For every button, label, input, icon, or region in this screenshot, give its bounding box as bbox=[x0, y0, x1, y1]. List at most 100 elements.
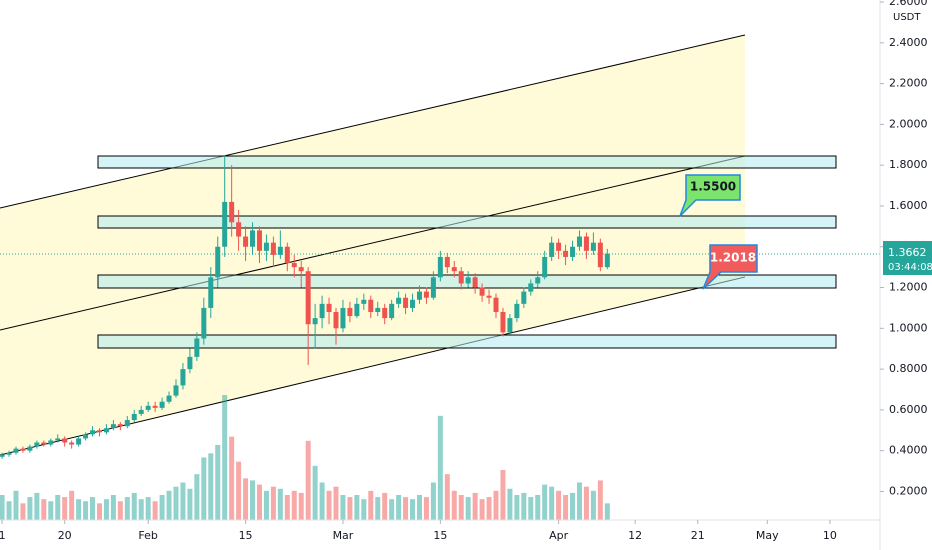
candle-body bbox=[416, 291, 422, 300]
candle-body bbox=[229, 201, 235, 223]
callout-label: 1.5500 bbox=[690, 180, 736, 194]
candle-body bbox=[458, 271, 464, 284]
candle-body bbox=[549, 242, 555, 257]
volume-bar bbox=[187, 488, 193, 520]
y-tick-label: 0.4000 bbox=[889, 444, 928, 457]
volume-bar bbox=[535, 495, 541, 520]
candle-body bbox=[333, 312, 339, 329]
volume-bar bbox=[55, 495, 61, 520]
volume-bar bbox=[549, 486, 555, 520]
volume-bar bbox=[542, 484, 548, 520]
volume-bar bbox=[347, 497, 353, 520]
x-tick-label: Mar bbox=[333, 529, 354, 542]
y-tick-label: 2.2000 bbox=[889, 77, 928, 90]
channel-lower bbox=[0, 276, 746, 456]
candle-body bbox=[361, 299, 367, 304]
x-tick-label: 10 bbox=[823, 529, 837, 542]
volume-bar bbox=[152, 501, 158, 520]
volume-bar bbox=[389, 499, 395, 520]
candle-body bbox=[597, 242, 603, 268]
volume-bar bbox=[256, 484, 262, 520]
volume-bar bbox=[20, 503, 26, 520]
volume-bar bbox=[270, 486, 276, 520]
channel-fill bbox=[0, 35, 745, 455]
volume-bar bbox=[41, 499, 47, 520]
candle-body bbox=[382, 307, 388, 319]
volume-bar bbox=[201, 457, 207, 520]
volume-bar bbox=[222, 395, 228, 520]
price-label-box bbox=[883, 241, 932, 275]
x-tick-label: Feb bbox=[138, 529, 157, 542]
volume-bar bbox=[437, 415, 443, 520]
candle-body bbox=[124, 420, 130, 427]
volume-bar bbox=[514, 495, 520, 520]
volume-bar bbox=[236, 461, 242, 520]
volume-bar bbox=[34, 492, 40, 520]
volume-bar bbox=[458, 495, 464, 520]
candle-body bbox=[173, 385, 179, 396]
price-label: 1.3662 bbox=[888, 246, 927, 259]
candle-body bbox=[556, 242, 562, 251]
volume-bar bbox=[250, 480, 256, 520]
volume-bar bbox=[340, 495, 346, 520]
y-tick-label: 2.4000 bbox=[889, 36, 928, 49]
volume-bar bbox=[604, 503, 610, 520]
candle-body bbox=[291, 263, 297, 268]
volume-bar bbox=[479, 499, 485, 520]
zone bbox=[97, 215, 837, 229]
candle-body bbox=[138, 409, 144, 414]
volume-bar bbox=[465, 497, 471, 520]
candle-body bbox=[55, 438, 61, 441]
y-tick-label: 1.6000 bbox=[889, 199, 928, 212]
candle-body bbox=[472, 277, 478, 288]
volume-bar bbox=[305, 440, 311, 520]
candle-body bbox=[69, 442, 75, 445]
y-tick-label: 1.2000 bbox=[889, 281, 928, 294]
candle-body bbox=[354, 303, 360, 317]
y-tick-label: 0.6000 bbox=[889, 403, 928, 416]
candle-body bbox=[117, 424, 123, 427]
volume-bar bbox=[416, 495, 422, 520]
candle-body bbox=[83, 434, 89, 439]
volume-bar bbox=[166, 490, 172, 520]
volume-bar bbox=[556, 490, 562, 520]
candle-body bbox=[312, 318, 318, 325]
candle-body bbox=[277, 246, 283, 255]
candle-body bbox=[41, 442, 47, 445]
volume-bar bbox=[62, 497, 68, 520]
channel-middle bbox=[0, 155, 746, 331]
volume-bar bbox=[423, 497, 429, 520]
volume-bar bbox=[521, 492, 527, 520]
volume-bar bbox=[208, 453, 214, 520]
x-tick-label: 20 bbox=[58, 529, 72, 542]
volume-bar bbox=[48, 501, 54, 520]
candle-body bbox=[500, 312, 506, 333]
volume-bar bbox=[263, 490, 269, 520]
candle-body bbox=[152, 405, 158, 408]
candle-body bbox=[96, 430, 102, 433]
y-tick-label: 0.2000 bbox=[889, 484, 928, 497]
candle-body bbox=[145, 405, 151, 410]
candle-body bbox=[340, 307, 346, 329]
volume-bar bbox=[291, 490, 297, 520]
volume-bar bbox=[396, 495, 402, 520]
currency-bg bbox=[883, 6, 921, 28]
volume-bar bbox=[583, 486, 589, 520]
candle-body bbox=[542, 256, 548, 278]
candle-body bbox=[396, 297, 402, 304]
candle-body bbox=[201, 307, 207, 339]
volume-bar bbox=[27, 497, 33, 520]
volume-bar bbox=[354, 495, 360, 520]
volume-bar bbox=[570, 492, 576, 520]
candle-body bbox=[0, 454, 5, 457]
y-tick-label: 2.0000 bbox=[889, 117, 928, 130]
candle-body bbox=[6, 452, 12, 455]
volume-bar bbox=[243, 478, 249, 520]
volume-bar bbox=[131, 492, 137, 520]
x-tick-label: 1 bbox=[0, 529, 6, 542]
x-tick-label: 21 bbox=[691, 529, 705, 542]
volume-bar bbox=[90, 497, 96, 520]
callout-box bbox=[702, 244, 758, 290]
